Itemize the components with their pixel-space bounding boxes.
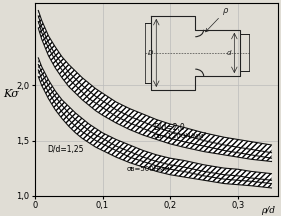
Y-axis label: Kσ: Kσ <box>3 89 19 99</box>
Text: σв=500Нмм²: σв=500Нмм² <box>126 166 173 172</box>
Text: σв=1200Н/мм²: σв=1200Н/мм² <box>153 132 207 139</box>
Text: ρ/d: ρ/d <box>261 206 275 214</box>
Text: D/d=1,25: D/d=1,25 <box>47 145 84 154</box>
Text: D/d=2,0: D/d=2,0 <box>153 123 185 132</box>
